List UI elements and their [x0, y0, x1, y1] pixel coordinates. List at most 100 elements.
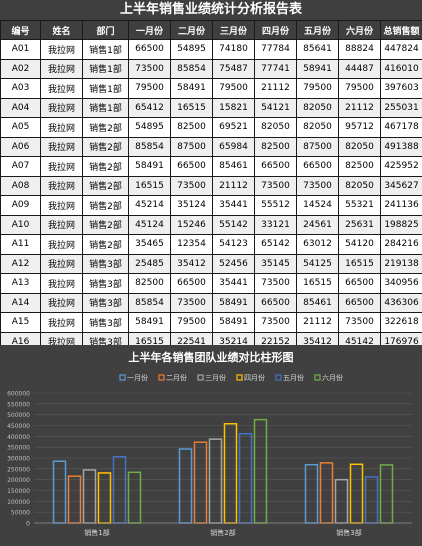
table-cell[interactable]: 我拉网: [40, 117, 83, 138]
table-cell[interactable]: 63012: [296, 234, 339, 255]
table-cell[interactable]: A01: [0, 39, 41, 60]
table-cell[interactable]: 54123: [212, 234, 255, 255]
table-cell[interactable]: 销售3部: [82, 292, 129, 313]
table-cell[interactable]: 销售2部: [82, 136, 129, 157]
table-cell[interactable]: 销售1部: [82, 39, 129, 60]
table-cell[interactable]: 我拉网: [40, 312, 83, 333]
table-cell[interactable]: 55512: [254, 195, 297, 216]
table-cell[interactable]: 82050: [296, 117, 339, 138]
table-cell[interactable]: 销售3部: [82, 273, 129, 294]
table-cell[interactable]: 73500: [254, 175, 297, 196]
table-cell[interactable]: 销售1部: [82, 97, 129, 118]
table-cell[interactable]: 52456: [212, 253, 255, 274]
table-cell[interactable]: 58491: [170, 78, 213, 99]
table-cell[interactable]: 35412: [170, 253, 213, 274]
table-cell[interactable]: 35145: [254, 253, 297, 274]
table-cell[interactable]: 79500: [128, 78, 171, 99]
table-cell[interactable]: 198825: [380, 214, 422, 235]
table-cell[interactable]: 467178: [380, 117, 422, 138]
table-cell[interactable]: A05: [0, 117, 41, 138]
table-cell[interactable]: 85854: [128, 136, 171, 157]
table-cell[interactable]: 397603: [380, 78, 422, 99]
table-cell[interactable]: 491388: [380, 136, 422, 157]
table-cell[interactable]: 54120: [338, 234, 381, 255]
table-cell[interactable]: 我拉网: [40, 58, 83, 79]
table-cell[interactable]: 447824: [380, 39, 422, 60]
table-cell[interactable]: 16515: [338, 253, 381, 274]
table-cell[interactable]: 55321: [338, 195, 381, 216]
table-cell[interactable]: 345627: [380, 175, 422, 196]
table-cell[interactable]: 14524: [296, 195, 339, 216]
table-cell[interactable]: 35465: [128, 234, 171, 255]
table-cell[interactable]: 我拉网: [40, 156, 83, 177]
table-cell[interactable]: 75487: [212, 58, 255, 79]
table-cell[interactable]: 73500: [254, 312, 297, 333]
table-cell[interactable]: 436306: [380, 292, 422, 313]
table-cell[interactable]: 85854: [128, 292, 171, 313]
table-cell[interactable]: 416010: [380, 58, 422, 79]
table-cell[interactable]: 241136: [380, 195, 422, 216]
table-cell[interactable]: 销售2部: [82, 156, 129, 177]
table-cell[interactable]: A04: [0, 97, 41, 118]
table-cell[interactable]: 33121: [254, 214, 297, 235]
table-cell[interactable]: 73500: [254, 273, 297, 294]
table-cell[interactable]: 73500: [128, 58, 171, 79]
table-cell[interactable]: 销售3部: [82, 312, 129, 333]
table-cell[interactable]: 我拉网: [40, 234, 83, 255]
table-cell[interactable]: 45124: [128, 214, 171, 235]
table-cell[interactable]: 25631: [338, 214, 381, 235]
table-cell[interactable]: 85461: [212, 156, 255, 177]
table-cell[interactable]: 24561: [296, 214, 339, 235]
table-cell[interactable]: 219138: [380, 253, 422, 274]
table-cell[interactable]: 87500: [170, 136, 213, 157]
table-cell[interactable]: 21112: [212, 175, 255, 196]
table-cell[interactable]: 73500: [296, 175, 339, 196]
table-cell[interactable]: 25485: [128, 253, 171, 274]
table-cell[interactable]: A03: [0, 78, 41, 99]
table-cell[interactable]: 35124: [170, 195, 213, 216]
table-cell[interactable]: 425952: [380, 156, 422, 177]
table-cell[interactable]: 77784: [254, 39, 297, 60]
table-cell[interactable]: A14: [0, 292, 41, 313]
table-cell[interactable]: 79500: [212, 78, 255, 99]
table-cell[interactable]: 58941: [296, 58, 339, 79]
table-cell[interactable]: A12: [0, 253, 41, 274]
table-cell[interactable]: 21112: [296, 312, 339, 333]
table-cell[interactable]: 69521: [212, 117, 255, 138]
table-cell[interactable]: 我拉网: [40, 136, 83, 157]
table-cell[interactable]: 销售1部: [82, 78, 129, 99]
table-cell[interactable]: 85461: [296, 292, 339, 313]
table-cell[interactable]: 44487: [338, 58, 381, 79]
table-cell[interactable]: 销售2部: [82, 117, 129, 138]
table-cell[interactable]: A13: [0, 273, 41, 294]
table-cell[interactable]: 销售2部: [82, 214, 129, 235]
table-cell[interactable]: 65142: [254, 234, 297, 255]
table-cell[interactable]: 45214: [128, 195, 171, 216]
table-cell[interactable]: 16515: [296, 273, 339, 294]
table-cell[interactable]: 73500: [338, 312, 381, 333]
table-cell[interactable]: A09: [0, 195, 41, 216]
table-cell[interactable]: 销售2部: [82, 175, 129, 196]
table-cell[interactable]: A11: [0, 234, 41, 255]
table-cell[interactable]: 12354: [170, 234, 213, 255]
table-cell[interactable]: 54895: [170, 39, 213, 60]
table-cell[interactable]: A02: [0, 58, 41, 79]
table-cell[interactable]: A10: [0, 214, 41, 235]
table-cell[interactable]: 82050: [338, 175, 381, 196]
table-cell[interactable]: 87500: [296, 136, 339, 157]
table-cell[interactable]: 我拉网: [40, 97, 83, 118]
table-cell[interactable]: 284216: [380, 234, 422, 255]
table-cell[interactable]: 35441: [212, 195, 255, 216]
table-cell[interactable]: 73500: [170, 175, 213, 196]
table-cell[interactable]: 255031: [380, 97, 422, 118]
table-cell[interactable]: 我拉网: [40, 195, 83, 216]
table-cell[interactable]: 82050: [296, 97, 339, 118]
table-cell[interactable]: 82500: [338, 156, 381, 177]
table-cell[interactable]: 66500: [170, 273, 213, 294]
table-cell[interactable]: 82500: [128, 273, 171, 294]
table-cell[interactable]: 54895: [128, 117, 171, 138]
table-cell[interactable]: 66500: [254, 156, 297, 177]
table-cell[interactable]: 82500: [254, 136, 297, 157]
table-cell[interactable]: 58491: [128, 156, 171, 177]
table-cell[interactable]: 66500: [170, 156, 213, 177]
